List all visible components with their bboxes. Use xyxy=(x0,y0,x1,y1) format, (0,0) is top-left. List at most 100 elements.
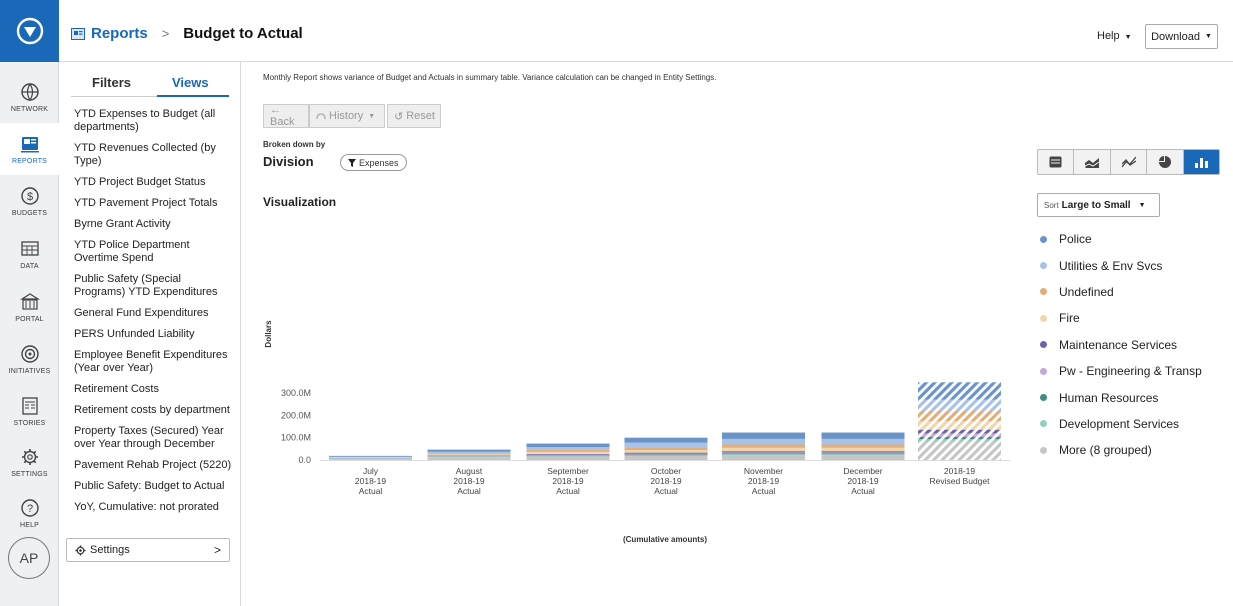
bar-segment[interactable] xyxy=(918,382,1001,400)
bar-segment[interactable] xyxy=(526,455,610,456)
bar-segment[interactable] xyxy=(918,441,1001,460)
bar-segment[interactable] xyxy=(918,399,1001,411)
nav-settings[interactable]: SETTINGS xyxy=(0,436,59,488)
bar-segment[interactable] xyxy=(624,442,708,448)
bar-segment[interactable] xyxy=(918,437,1001,440)
view-item[interactable]: General Fund Expenditures xyxy=(74,307,209,319)
bar-segment[interactable] xyxy=(821,447,905,452)
bar-segment[interactable] xyxy=(526,443,610,448)
view-item[interactable]: YTD Project Budget Status xyxy=(74,176,206,188)
bar-segment[interactable] xyxy=(722,454,805,456)
bar-segment[interactable] xyxy=(624,437,708,443)
nav-portal[interactable]: PORTAL xyxy=(0,281,59,333)
line-chart-button[interactable] xyxy=(1110,150,1148,174)
reset-button[interactable]: ↺ Reset xyxy=(387,104,441,128)
view-item[interactable]: Retirement costs by department xyxy=(74,404,230,416)
bar-segment[interactable] xyxy=(821,455,905,460)
bar-segment[interactable] xyxy=(624,455,708,456)
bar-segment[interactable] xyxy=(624,454,708,456)
bar-segment[interactable] xyxy=(918,421,1001,430)
view-item[interactable]: Public Safety (Special Programs) YTD Exp… xyxy=(74,273,218,298)
bar-segment[interactable] xyxy=(722,453,805,455)
nav-stories[interactable]: STORIES xyxy=(0,385,59,437)
back-button[interactable]: ← Back xyxy=(263,104,309,128)
bar-segment[interactable] xyxy=(821,453,905,455)
download-button[interactable]: Download ▼ xyxy=(1145,24,1218,49)
legend-item[interactable]: Human Resources xyxy=(1040,384,1230,410)
view-item[interactable]: Property Taxes (Secured) Year over Year … xyxy=(74,425,224,450)
bar-segment[interactable] xyxy=(821,438,905,445)
bar-segment[interactable] xyxy=(821,432,905,439)
view-item[interactable]: Byrne Grant Activity xyxy=(74,218,171,230)
bar-segment[interactable] xyxy=(918,439,1001,442)
legend-item[interactable]: More (8 grouped) xyxy=(1040,437,1230,463)
pie-chart-button[interactable] xyxy=(1147,150,1184,174)
view-item[interactable]: Retirement Costs xyxy=(74,383,159,395)
view-item[interactable]: YTD Revenues Collected (by Type) xyxy=(74,142,216,167)
bar-segment[interactable] xyxy=(526,453,610,455)
bar-segment[interactable] xyxy=(624,447,708,451)
nav-initiatives[interactable]: INITIATIVES xyxy=(0,333,59,385)
bar-segment[interactable] xyxy=(427,454,511,456)
bar-segment[interactable] xyxy=(427,457,511,460)
nav-data[interactable]: DATA xyxy=(0,228,59,280)
bar-segment[interactable] xyxy=(722,438,805,445)
view-item[interactable]: Employee Benefit Expenditures (Year over… xyxy=(74,349,228,374)
bar-segment[interactable] xyxy=(821,454,905,456)
legend-item[interactable]: Development Services xyxy=(1040,411,1230,437)
table-view-button[interactable] xyxy=(1038,150,1075,174)
bar-segment[interactable] xyxy=(722,455,805,460)
breadcrumb-reports-link[interactable]: Reports xyxy=(91,25,148,42)
nav-budgets[interactable]: $ BUDGETS xyxy=(0,175,59,227)
breakdown-selector[interactable]: Division xyxy=(263,154,314,169)
tab-views[interactable]: Views xyxy=(172,75,209,90)
bar-segment[interactable] xyxy=(722,444,805,448)
bar-segment[interactable] xyxy=(427,449,511,452)
view-item[interactable]: YTD Pavement Project Totals xyxy=(74,197,218,209)
bar-segment[interactable] xyxy=(722,447,805,452)
bar-segment[interactable] xyxy=(722,432,805,439)
bar-chart-button[interactable] xyxy=(1183,150,1219,174)
bar-segment[interactable] xyxy=(722,452,805,454)
bar-segment[interactable] xyxy=(821,451,905,453)
view-item[interactable]: Public Safety: Budget to Actual xyxy=(74,480,225,492)
legend-item[interactable]: Utilities & Env Svcs xyxy=(1040,252,1230,278)
area-chart-button[interactable] xyxy=(1074,150,1111,174)
view-item[interactable]: YoY, Cumulative: not prorated xyxy=(74,501,219,513)
bar-segment[interactable] xyxy=(821,452,905,454)
bar-segment[interactable] xyxy=(624,452,708,454)
bar-segment[interactable] xyxy=(427,453,511,455)
view-item[interactable]: Pavement Rehab Project (5220) xyxy=(74,459,232,471)
tab-filters[interactable]: Filters xyxy=(92,75,132,90)
legend-item[interactable]: Fire xyxy=(1040,305,1230,331)
bar-segment[interactable] xyxy=(624,455,708,460)
settings-button[interactable]: Settings > xyxy=(66,538,230,562)
bar-segment[interactable] xyxy=(918,429,1001,434)
expenses-filter-pill[interactable]: Expenses xyxy=(340,154,407,171)
bar-segment[interactable] xyxy=(526,455,610,457)
bar-segment[interactable] xyxy=(526,456,610,460)
bar-segment[interactable] xyxy=(526,451,610,454)
bar-segment[interactable] xyxy=(329,455,412,457)
history-button[interactable]: History ▼ xyxy=(309,104,385,128)
view-item[interactable]: YTD Police Department Overtime Spend xyxy=(74,239,190,264)
bar-segment[interactable] xyxy=(624,453,708,455)
nav-reports[interactable]: REPORTS xyxy=(0,123,59,175)
bar-segment[interactable] xyxy=(427,451,511,454)
app-logo[interactable] xyxy=(0,0,59,62)
view-item[interactable]: YTD Expenses to Budget (all departments) xyxy=(74,108,216,133)
help-menu[interactable]: Help ▼ xyxy=(1097,30,1132,42)
sort-dropdown[interactable]: Sort Large to Small ▼ xyxy=(1037,193,1160,217)
legend-item[interactable]: Pw - Engineering & Transp xyxy=(1040,358,1230,384)
user-avatar[interactable]: AP xyxy=(8,537,50,579)
bar-segment[interactable] xyxy=(722,451,805,453)
bar-segment[interactable] xyxy=(918,433,1001,438)
nav-network[interactable]: NETWORK xyxy=(0,71,59,123)
bar-segment[interactable] xyxy=(329,458,412,460)
bar-segment[interactable] xyxy=(918,410,1001,422)
bar-segment[interactable] xyxy=(624,450,708,453)
bar-segment[interactable] xyxy=(821,444,905,448)
legend-item[interactable]: Maintenance Services xyxy=(1040,332,1230,358)
bar-segment[interactable] xyxy=(526,449,610,452)
nav-help[interactable]: ? HELP xyxy=(0,487,59,539)
